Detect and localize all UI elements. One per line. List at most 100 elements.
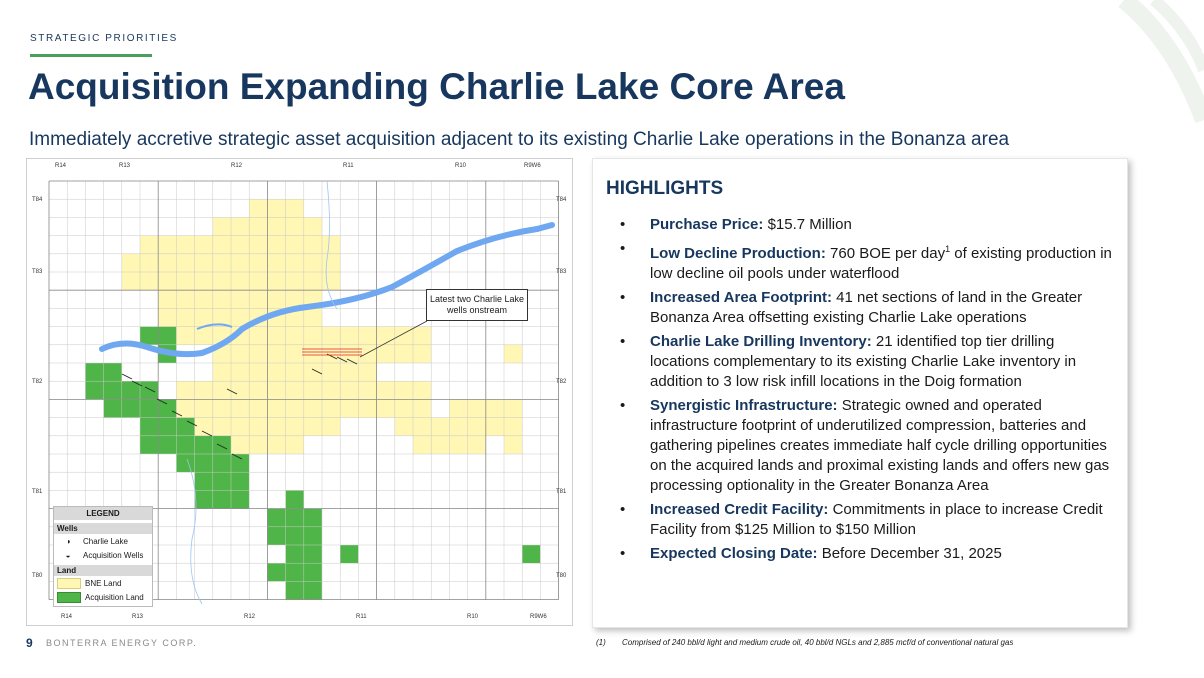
bullet-icon: • bbox=[620, 333, 626, 350]
well-path bbox=[226, 388, 238, 395]
highlight-label: Increased Credit Facility: bbox=[650, 501, 829, 518]
bne-land-block bbox=[504, 344, 523, 363]
corner-decoration bbox=[1118, 0, 1204, 124]
bullet-icon: • bbox=[620, 289, 626, 306]
range-label-top: R14 bbox=[55, 163, 67, 169]
bne-land-block bbox=[376, 344, 395, 363]
well-path bbox=[131, 380, 143, 387]
township-label-right: T84 bbox=[556, 197, 567, 203]
range-label-top: R12 bbox=[231, 163, 243, 169]
page-subtitle: Immediately accretive strategic asset ac… bbox=[29, 129, 1010, 150]
highlight-label: Purchase Price: bbox=[650, 216, 764, 233]
highlight-label: Expected Closing Date: bbox=[650, 545, 818, 562]
bullet-icon: • bbox=[620, 240, 626, 257]
callout-leader bbox=[359, 320, 428, 358]
range-label-bottom: R9W6 bbox=[530, 614, 547, 620]
footnote: (1) Comprised of 240 bbl/d light and med… bbox=[596, 638, 1013, 647]
range-label-bottom: R13 bbox=[132, 614, 144, 620]
company-name: BONTERRA ENERGY CORP. bbox=[46, 638, 198, 648]
footnote-marker: 1 bbox=[945, 244, 951, 254]
highlight-label: Increased Area Footprint: bbox=[650, 289, 832, 306]
legend-row: BNE Land bbox=[54, 576, 152, 590]
highlight-item: • Low Decline Production: 760 BOE per day… bbox=[620, 239, 1115, 284]
highlight-text: 21 identified top tier drilling location… bbox=[650, 333, 1077, 390]
highlights-title: HIGHLIGHTS bbox=[606, 178, 724, 199]
well-path bbox=[336, 356, 348, 363]
highlight-item: • Purchase Price: $15.7 Million bbox=[620, 215, 1115, 235]
highlight-item: • Increased Area Footprint: 41 net sectio… bbox=[620, 288, 1115, 328]
township-label-right: T80 bbox=[556, 573, 567, 579]
highlights-list: • Purchase Price: $15.7 Million • Low Decl… bbox=[620, 215, 1115, 568]
page-number: 9 bbox=[26, 636, 33, 650]
township-label-left: T82 bbox=[32, 379, 43, 385]
highlight-label: Low Decline Production: bbox=[650, 245, 826, 262]
well-path bbox=[311, 368, 323, 375]
acquisition-land-block bbox=[267, 563, 286, 582]
township-label-left: T80 bbox=[32, 573, 43, 579]
legend-label: Acquisition Land bbox=[85, 592, 144, 602]
bullet-icon: • bbox=[620, 397, 626, 414]
highlight-label: Synergistic Infrastructure: bbox=[650, 397, 838, 414]
legend-row: ◑ Charlie Lake bbox=[54, 534, 152, 548]
range-label-top: R13 bbox=[119, 163, 131, 169]
legend-label: Acquisition Wells bbox=[83, 550, 144, 560]
highlight-text: 760 BOE per day bbox=[825, 245, 946, 262]
acquisition-land-swatch bbox=[57, 591, 81, 603]
map-graphic bbox=[48, 180, 559, 605]
range-label-bottom: R10 bbox=[467, 614, 479, 620]
highlight-text: $15.7 Million bbox=[763, 216, 852, 233]
well-path bbox=[121, 373, 133, 380]
range-label-top: R10 bbox=[455, 163, 467, 169]
highlights-panel: HIGHLIGHTS • Purchase Price: $15.7 Millio… bbox=[592, 158, 1128, 628]
bne-land-swatch bbox=[57, 577, 81, 589]
bullet-icon: • bbox=[620, 545, 626, 562]
footnote-number: (1) bbox=[596, 638, 606, 647]
legend-wells-heading: Wells bbox=[54, 523, 152, 534]
acquisition-land-block bbox=[522, 545, 541, 564]
highlight-item: • Increased Credit Facility: Commitments … bbox=[620, 500, 1115, 540]
legend-row: Acquisition Land bbox=[54, 590, 152, 604]
river bbox=[99, 222, 555, 358]
well-path bbox=[201, 430, 213, 437]
highlight-text: Strategic owned and operated infrastruct… bbox=[650, 397, 1110, 494]
highlight-text: 41 net sections of land in the Greater B… bbox=[650, 289, 1083, 326]
range-label-bottom: R12 bbox=[244, 614, 256, 620]
river-channel bbox=[196, 323, 233, 330]
bullet-icon: • bbox=[620, 216, 626, 233]
well-path bbox=[346, 358, 358, 365]
highlight-text: of existing production in low decline oi… bbox=[650, 245, 1112, 282]
bullet-icon: • bbox=[620, 501, 626, 518]
range-label-bottom: R14 bbox=[61, 614, 73, 620]
highlight-item: • Charlie Lake Drilling Inventory: 21 ide… bbox=[620, 332, 1115, 392]
township-label-right: T83 bbox=[556, 269, 567, 275]
legend-row: ◒ Acquisition Wells bbox=[54, 548, 152, 562]
range-label-top: R11 bbox=[343, 163, 354, 169]
map-callout: Latest two Charlie Lake wells onstream bbox=[426, 289, 528, 321]
highlight-item: • Expected Closing Date: Before December … bbox=[620, 544, 1115, 564]
range-label-top: R9W6 bbox=[524, 163, 541, 169]
well-path bbox=[216, 443, 228, 450]
section-label: STRATEGIC PRIORITIES bbox=[30, 33, 178, 44]
legend-label: Charlie Lake bbox=[83, 536, 128, 546]
highlight-text: Commitments in place to increase Credit … bbox=[650, 501, 1103, 538]
township-label-left: T84 bbox=[32, 197, 43, 203]
township-label-left: T81 bbox=[32, 489, 43, 495]
legend-label: BNE Land bbox=[85, 578, 122, 588]
charlie-lake-well-icon: ◑ bbox=[65, 536, 71, 546]
well-path bbox=[186, 420, 198, 427]
well-path bbox=[231, 453, 243, 460]
acquisition-well-icon: ◒ bbox=[65, 550, 71, 560]
legend-land-heading: Land bbox=[54, 565, 152, 576]
well-path bbox=[144, 386, 156, 393]
township-label-right: T82 bbox=[556, 379, 567, 385]
acquisition-land-block bbox=[340, 545, 359, 564]
legend-title: LEGEND bbox=[54, 507, 152, 520]
footnote-text: Comprised of 240 bbl/d light and medium … bbox=[622, 638, 1014, 647]
range-label-bottom: R11 bbox=[356, 614, 367, 620]
creek bbox=[186, 458, 203, 605]
highlight-label: Charlie Lake Drilling Inventory: bbox=[650, 333, 872, 350]
well-path bbox=[171, 410, 183, 417]
township-label-left: T83 bbox=[32, 269, 43, 275]
map-legend: LEGEND Wells ◑ Charlie Lake ◒ Acquisitio… bbox=[53, 506, 153, 607]
page-title: Acquisition Expanding Charlie Lake Core … bbox=[28, 66, 845, 107]
